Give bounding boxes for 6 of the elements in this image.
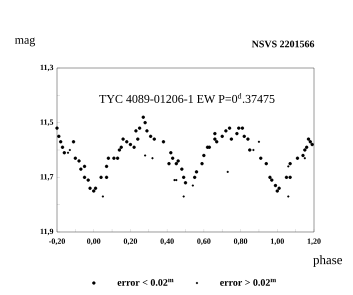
text: TYC 4089-01206-1 EW P=0$^{d}$.37475 [99,92,275,104]
y-axis-title: mag [14,38,36,46]
legend-label: error < 0.02$^{m}$ [118,278,174,286]
legend-label: error > 0.02$^{m}$ [220,278,276,286]
x-axis-title: phase [313,255,342,267]
chart-title: NSVS 2201566 [252,40,314,48]
